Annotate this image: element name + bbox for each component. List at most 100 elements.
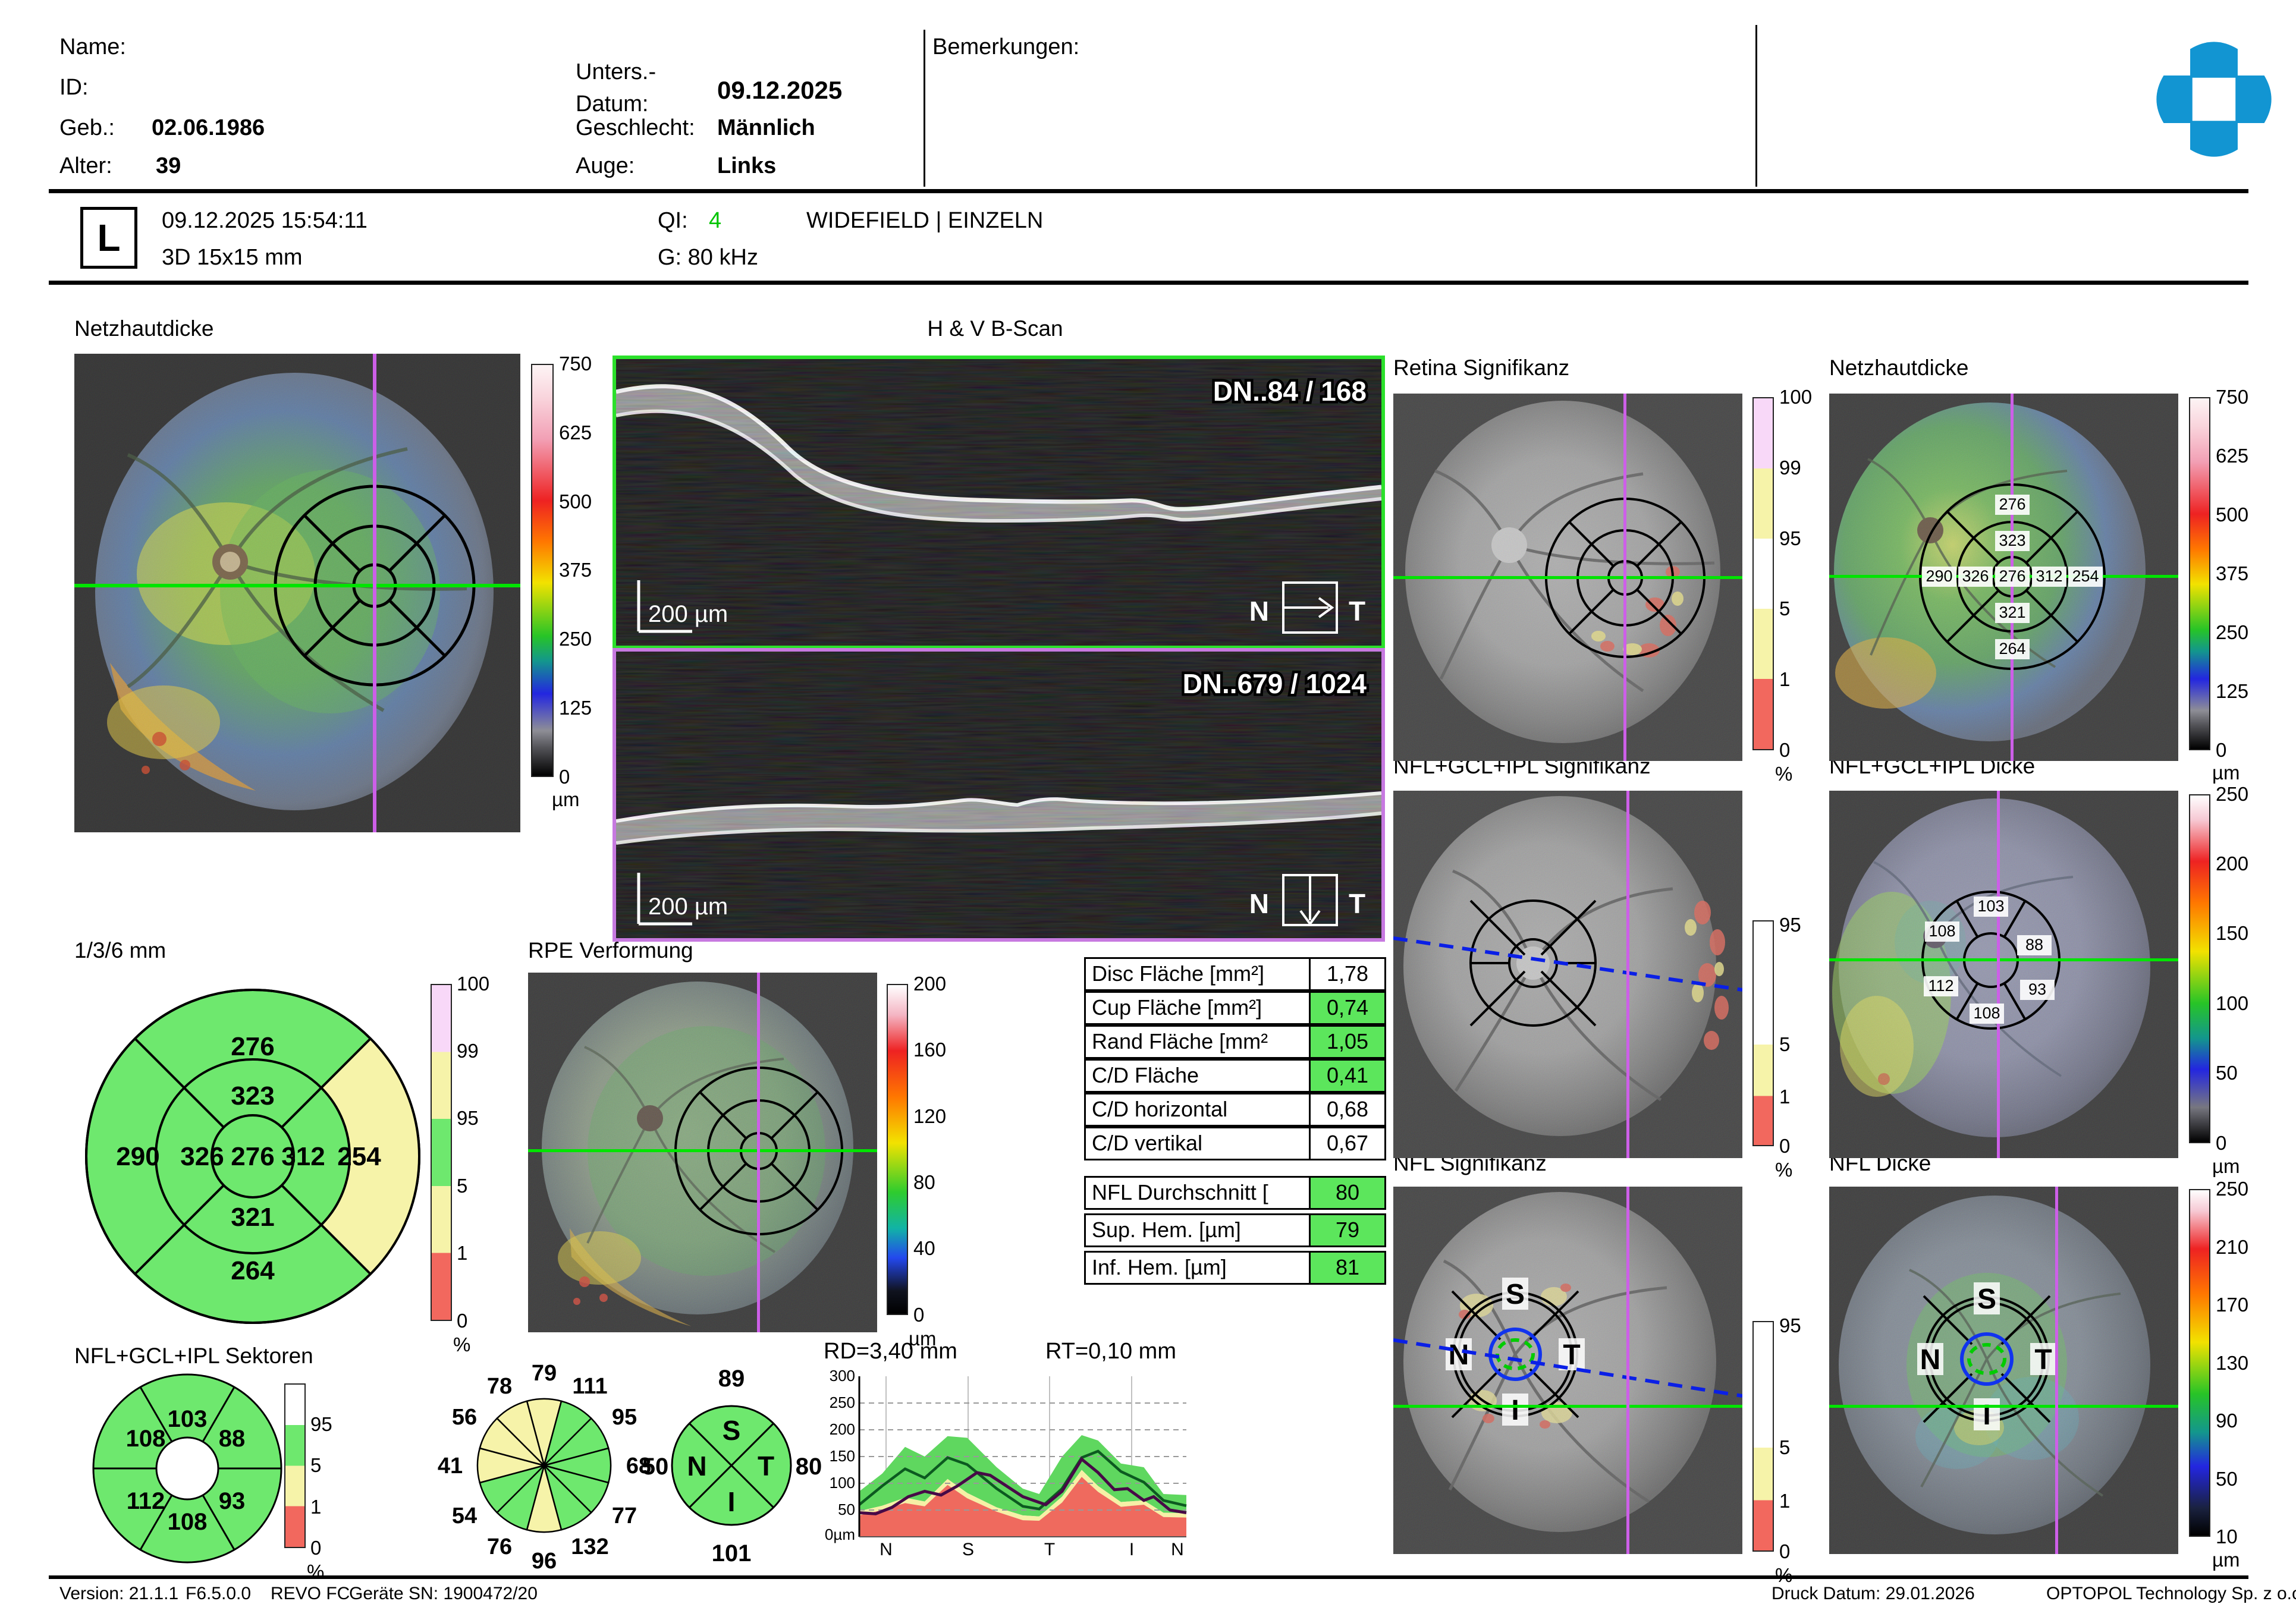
quadrant-letters: S N T I (687, 1415, 774, 1517)
compass-letters: S N T I (1446, 1278, 1585, 1426)
title-rpe: RPE Verformung (528, 938, 693, 963)
svg-text:I: I (1511, 1395, 1519, 1426)
table-row-label: C/D vertikal (1084, 1127, 1311, 1160)
nfl-scan-circle-line (1393, 1338, 1742, 1398)
table-row-label: C/D horizontal (1084, 1093, 1311, 1127)
svg-text:132: 132 (571, 1534, 608, 1559)
etdrs-temporal-sector-yellow (321, 1039, 420, 1274)
g-label: G: 80 kHz (658, 245, 758, 270)
qi-value: 4 (709, 208, 722, 233)
svg-text:N: N (687, 1451, 706, 1482)
vertical-scan-line (757, 973, 760, 1332)
vertical-scan-line (2055, 1187, 2058, 1554)
svg-text:50: 50 (642, 1454, 669, 1480)
svg-text:108: 108 (1973, 1004, 2000, 1022)
etdrs-values: 276 323 290 326 276 312 254 321 264 (116, 1032, 381, 1285)
disc-grid (1469, 899, 1597, 1027)
netzhautdicke-map-right: 276 323 290 326 276 312 254 321 264 (1829, 394, 2178, 761)
auge-value: Links (717, 153, 777, 178)
svg-text:N: N (1171, 1540, 1184, 1558)
svg-text:S: S (962, 1540, 974, 1558)
bscan2-ruler-label: 200 µm (648, 894, 728, 920)
nfl-thickness-map: S N T I (1829, 1187, 2178, 1554)
scan-mode: WIDEFIELD | EINZELN (806, 208, 1044, 233)
netzhautdicke-map-left (74, 354, 520, 832)
svg-text:N: N (1249, 596, 1269, 627)
svg-text:300: 300 (830, 1367, 855, 1385)
donut-hole (155, 1436, 219, 1501)
table-row-value: 81 (1309, 1251, 1386, 1285)
cup-margin-circle (1967, 1343, 2006, 1375)
svg-text:312: 312 (2036, 567, 2062, 585)
unters-label-line2: Datum: (576, 92, 649, 117)
clock-sector-11 (496, 1400, 546, 1468)
abnormal-band (859, 1477, 1186, 1537)
eye-letter-box: L (80, 207, 137, 269)
etdrs-value-overlays: 276 323 290 326 276 312 254 321 264 (1922, 495, 2103, 659)
svg-text:0µm: 0µm (825, 1526, 855, 1543)
footer-version: Version: 21.1.1 (59, 1584, 179, 1603)
footer-device: REVO FC (271, 1584, 350, 1603)
etdrs-significance-scale (431, 984, 452, 1321)
table-row-value: 1,05 (1309, 1025, 1386, 1059)
horizontal-scan-line (1393, 1405, 1742, 1408)
bscan-vertical: DN..679 / 1024 200 µm N T (613, 648, 1385, 942)
header-rule-top (49, 189, 2248, 193)
cup-margin-circle (1496, 1338, 1535, 1370)
compass-letters: S N T I (1917, 1282, 2056, 1431)
svg-text:108: 108 (1928, 922, 1955, 940)
y-axis-ticks: 300 250 200 150 100 50 0µm (825, 1367, 855, 1543)
auge-label: Auge: (576, 153, 635, 178)
svg-text:321: 321 (1999, 603, 2025, 621)
svg-text:264: 264 (1999, 640, 2025, 658)
bscan2-label: DN..679 / 1024 (1183, 668, 1367, 699)
significance-scale-100 (1752, 397, 1774, 750)
significance-scale-95 (1752, 1321, 1774, 1552)
svg-text:79: 79 (532, 1361, 557, 1386)
gcl-thickness-map: 103 108 88 112 93 108 (1829, 791, 2178, 1158)
table-row-label: C/D Fläche (1084, 1059, 1311, 1093)
svg-text:264: 264 (231, 1256, 275, 1285)
svg-text:80: 80 (796, 1454, 822, 1480)
svg-text:77: 77 (612, 1504, 637, 1528)
geschlecht-value: Männlich (717, 115, 815, 140)
svg-text:T: T (1563, 1339, 1580, 1371)
footer-firmware: F6.5.0.0 (186, 1584, 252, 1603)
clock-values: 79 111 95 68 77 132 96 76 54 41 56 78 (438, 1361, 651, 1574)
scan-datetime: 09.12.2025 15:54:11 (162, 208, 368, 233)
sektoren-significance-scale (284, 1383, 306, 1548)
svg-text:290: 290 (116, 1142, 159, 1171)
header-divider-2 (1755, 25, 1757, 187)
rt-label: RT=0,10 mm (1045, 1339, 1176, 1364)
nfl-thickness-scale (2189, 1189, 2210, 1537)
qi-label: QI: (658, 208, 688, 233)
tsnit-plot: 300 250 200 150 100 50 0µm N S T I N (825, 1367, 1187, 1558)
table-row-label: NFL Durchschnitt [ (1084, 1176, 1311, 1210)
footer-rule (49, 1575, 2248, 1579)
svg-text:T: T (1044, 1540, 1055, 1558)
svg-text:326: 326 (1962, 567, 1989, 585)
svg-text:276: 276 (231, 1032, 274, 1061)
svg-text:88: 88 (219, 1426, 246, 1452)
svg-text:54: 54 (452, 1504, 477, 1528)
vertical-scan-line (373, 354, 376, 832)
svg-text:323: 323 (1999, 531, 2025, 549)
svg-text:56: 56 (452, 1405, 477, 1430)
arrow-right-icon (1318, 597, 1334, 618)
name-label: Name: (59, 34, 126, 59)
svg-text:50: 50 (838, 1501, 855, 1518)
svg-text:321: 321 (231, 1203, 274, 1232)
svg-text:N: N (880, 1540, 893, 1558)
nfl-clock-chart: 79 111 95 68 77 132 96 76 54 41 56 78 (438, 1361, 651, 1574)
svg-text:41: 41 (438, 1454, 463, 1479)
significance-scale-95 (1752, 920, 1774, 1146)
normative-mean-curve (858, 1449, 1187, 1511)
bscan-horizontal: DN..84 / 168 200 µm N T (613, 356, 1385, 649)
svg-text:78: 78 (487, 1374, 512, 1399)
vertical-scan-line (1623, 394, 1626, 761)
title-netzhautdicke-right: Netzhautdicke (1829, 356, 1969, 380)
svg-text:T: T (758, 1451, 774, 1482)
svg-text:103: 103 (1977, 897, 2004, 915)
title-netzhautdicke-left: Netzhautdicke (74, 316, 214, 341)
svg-text:108: 108 (126, 1426, 166, 1452)
